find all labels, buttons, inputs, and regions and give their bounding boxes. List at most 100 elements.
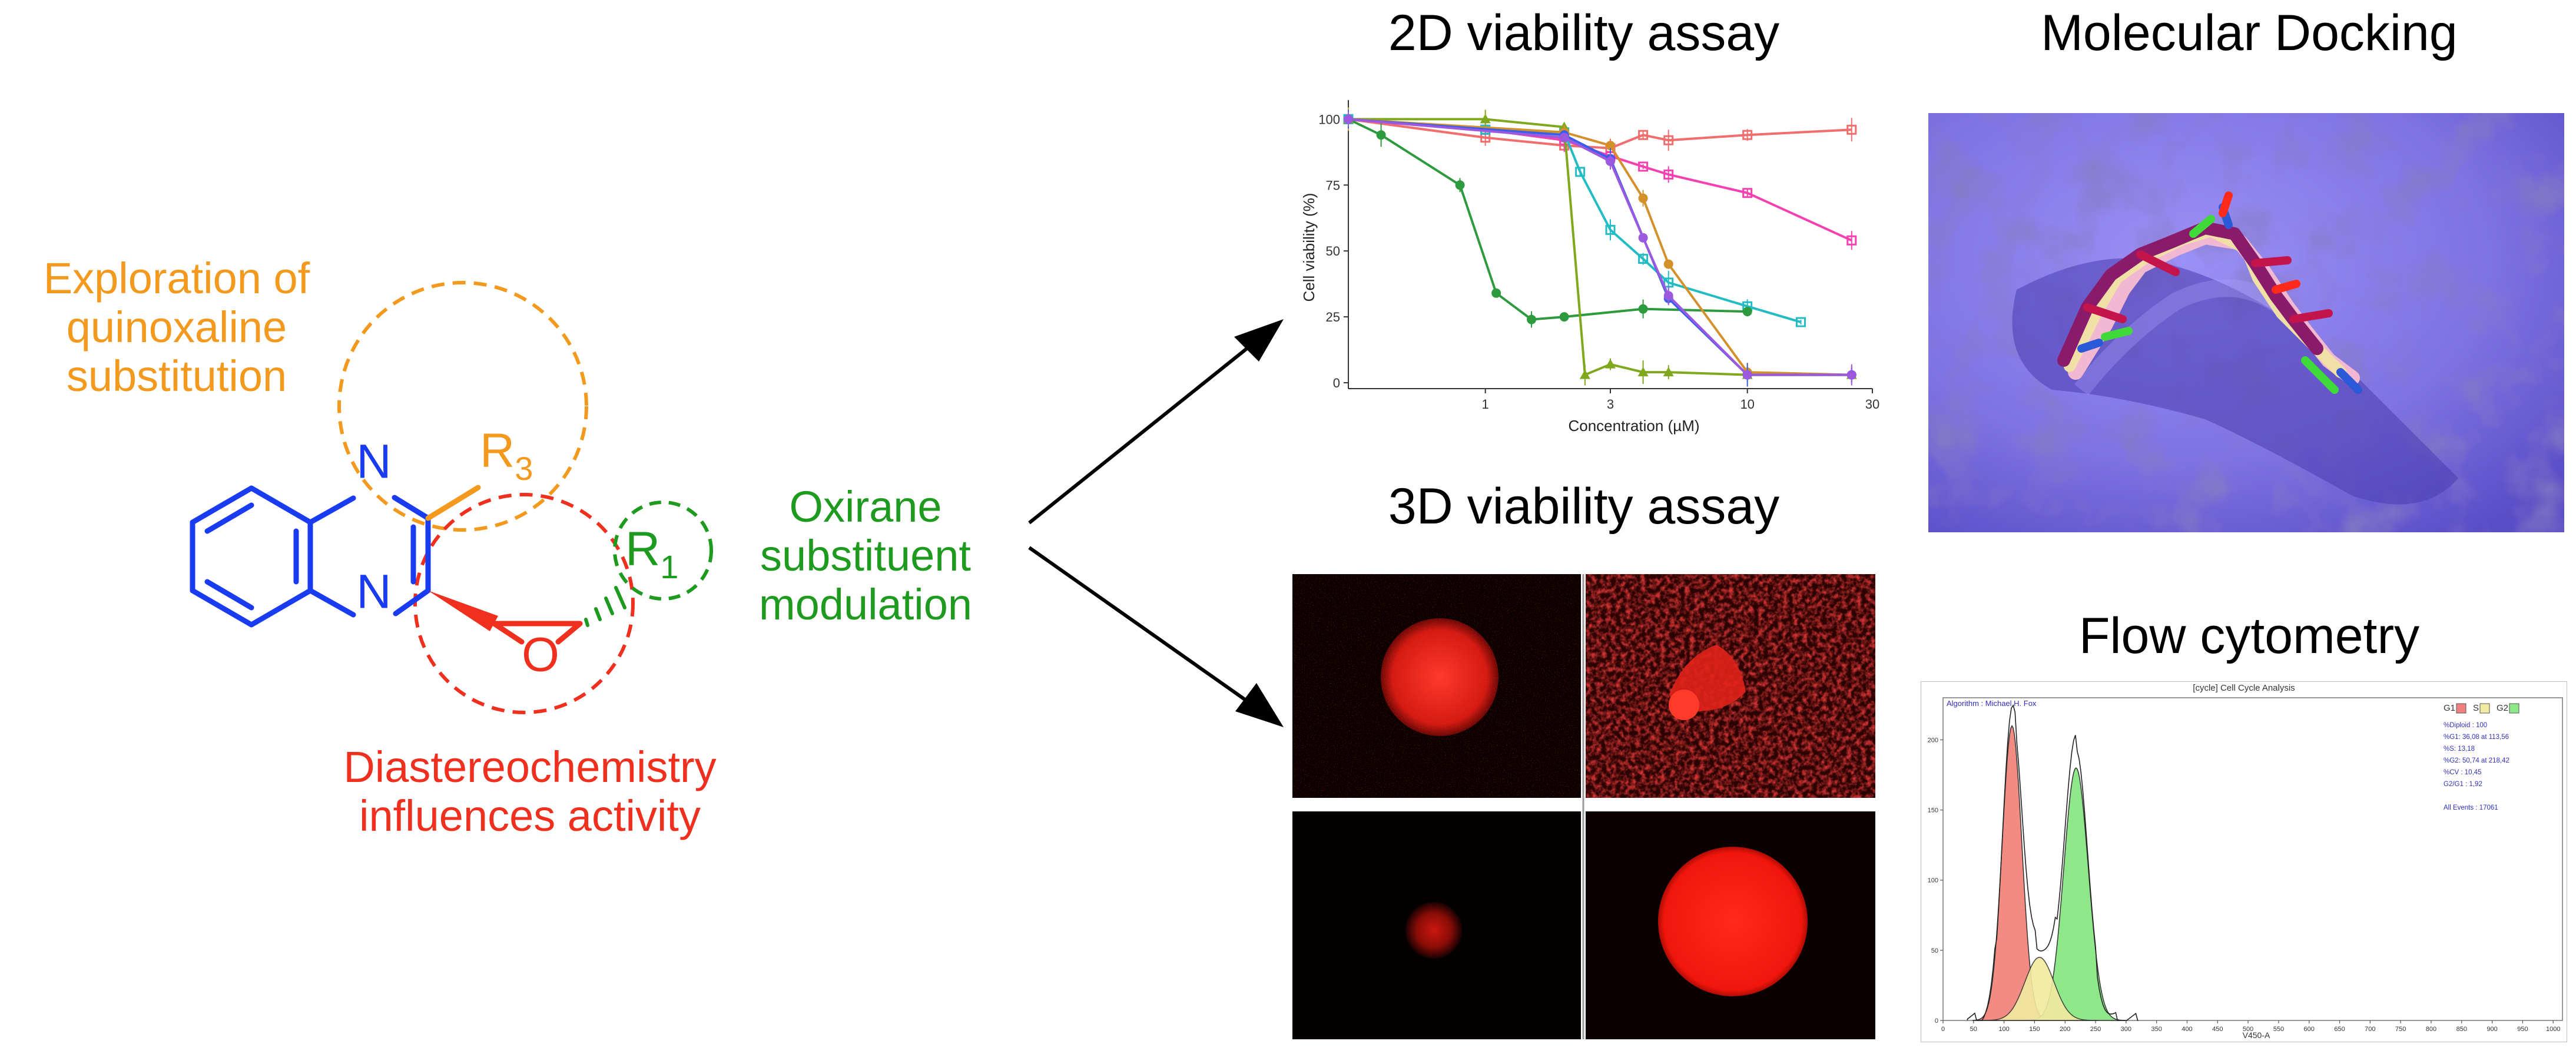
flow-y-tick-label: 200: [1928, 737, 1938, 744]
data-point: [1605, 359, 1616, 369]
flow-algorithm: Algorithm : Michael H. Fox: [1947, 699, 2037, 708]
quinoxaline-annotation-line3: substitution: [66, 351, 287, 400]
data-point: [1742, 370, 1752, 380]
flow-stat-line: %G1: 36,08 at 113,56: [2444, 734, 2509, 741]
data-point: [1742, 130, 1753, 140]
series-line: [1348, 118, 1852, 376]
data-point: [1638, 130, 1649, 140]
oxirane-annotation-line1: Oxirane: [789, 482, 942, 531]
data-point: [1376, 130, 1386, 140]
oxirane-annotation: Oxirane substituent modulation: [730, 482, 1001, 629]
series-line: [1348, 118, 1748, 321]
r1-letter: R: [625, 522, 660, 576]
data-point: [1663, 291, 1673, 301]
data-point: [1638, 254, 1649, 264]
data-point: [1480, 114, 1491, 124]
assay-3d-title: 3D viability assay: [1388, 478, 1780, 535]
data-point: [1559, 132, 1569, 142]
quinoxaline-oxirane-structure: N N O R3 R1: [190, 281, 713, 714]
flow-x-tick-label: 800: [2426, 1026, 2436, 1033]
flow-axes: 0 50 100 150 200 0 50 100 150 200 250 300 350 400 450 5…: [1928, 737, 2561, 1033]
quinoxaline-annotation: Exploration of quinoxaline substitution: [0, 254, 353, 401]
spheroid-image-3: [1292, 811, 1581, 1039]
spheroid-image-4: [1586, 811, 1875, 1039]
series-line: [1348, 118, 1852, 150]
flow-x-tick-label: 1000: [2546, 1026, 2560, 1033]
spheroid-image-1: [1292, 574, 1581, 798]
flow-x-tick-label: 650: [2334, 1026, 2345, 1033]
s-phase: [1980, 957, 2098, 1021]
flow-x-tick-label: 300: [2121, 1026, 2131, 1033]
chart-x-tick-label: 30: [1865, 397, 1879, 412]
flow-y-tick-label: 50: [1931, 947, 1938, 954]
flow-x-tick-label: 150: [2029, 1026, 2040, 1033]
flow-title: Flow cytometry: [2078, 608, 2420, 664]
flow-stats: %Diploid : 100 %G1: 36,08 at 113,56 %S: 13…: [2444, 722, 2509, 811]
r3-subscript: 3: [515, 450, 533, 487]
chart-x-tick-label: 3: [1607, 397, 1614, 412]
flow-x-tick-label: 550: [2273, 1026, 2284, 1033]
series-line: [1348, 118, 1852, 242]
assay-2d-title: 2D viability assay: [1388, 5, 1780, 61]
flow-x-tick-label: 500: [2243, 1026, 2253, 1033]
data-point: [1663, 259, 1673, 269]
data-point: [1638, 304, 1648, 314]
series-line: [1348, 118, 1852, 377]
flow-x-tick-label: 200: [2060, 1026, 2070, 1033]
atom-o: O: [522, 628, 559, 682]
quinoxaline-annotation-line2: quinoxaline: [66, 302, 287, 352]
flow-stat-line: %G2: 50,74 at 218,42: [2444, 757, 2509, 764]
docked-ligands: [2057, 191, 2362, 394]
flow-legend-label: G2: [2497, 703, 2508, 713]
flow-x-tick-label: 0: [1941, 1026, 1945, 1033]
flow-stat-line: %CV : 10,45: [2444, 769, 2482, 776]
flow-cytometry-histogram: [cycle] Cell Cycle Analysis Algorithm : …: [1921, 681, 2567, 1042]
flow-legend-label: G1: [2444, 703, 2455, 713]
oxirane-substituent-circle: [613, 501, 713, 601]
series-line: [1348, 118, 1802, 323]
spheroid-images: [1292, 574, 1875, 1039]
flow-x-axis-label: V450-A: [2243, 1030, 2270, 1040]
data-point: [1663, 169, 1674, 180]
data-point: [1846, 235, 1857, 246]
flow-legend-swatch: [2456, 703, 2466, 714]
data-point: [1846, 370, 1856, 380]
flow-x-tick-label: 450: [2212, 1026, 2223, 1033]
raw-histogram: [1967, 704, 2139, 1021]
branch-arrows: [1028, 319, 1284, 727]
spheroid-image-2: [1586, 574, 1875, 798]
diastereo-annotation-line1: Diastereochemistry: [343, 743, 717, 791]
data-point: [1575, 167, 1586, 177]
quinoxaline-substitution-circle: [337, 281, 588, 532]
flow-x-tick-label: 950: [2517, 1026, 2528, 1033]
flow-x-tick-label: 750: [2395, 1026, 2406, 1033]
chart-axes: 0 25 50 75 100 1 3 10 30: [1318, 100, 1879, 412]
flow-legend-label: S: [2473, 703, 2479, 713]
atom-n2: N: [356, 565, 391, 619]
arrow-head-down: [1235, 683, 1284, 727]
diastereo-annotation: Diastereochemistry influences activity: [306, 743, 754, 841]
data-point: [1579, 369, 1590, 379]
data-point: [1606, 157, 1615, 166]
chart-y-tick-label: 25: [1326, 310, 1340, 324]
series-line: [1348, 118, 1852, 376]
flow-x-tick-label: 850: [2456, 1026, 2467, 1033]
flow-curves: [1967, 704, 2139, 1021]
chart-y-axis-label: Cell viability (%): [1300, 193, 1318, 302]
flow-legend-swatch: [2509, 703, 2519, 714]
r1-subscript: 1: [660, 548, 678, 585]
flow-x-tick-label: 50: [1970, 1026, 1977, 1033]
data-point: [1663, 135, 1674, 145]
flow-y-tick-label: 100: [1928, 877, 1938, 884]
arrow-head-up: [1234, 319, 1284, 362]
chart-series: [1343, 107, 1857, 387]
chart-x-axis-label: Concentration (µM): [1568, 417, 1699, 435]
r3-letter: R: [480, 424, 515, 478]
diastereo-circle: [413, 493, 635, 714]
r3-group: R3: [480, 424, 533, 487]
flow-stat-line: %S: 13,18: [2444, 745, 2475, 753]
docking-title: Molecular Docking: [2041, 5, 2458, 61]
data-point: [1455, 180, 1465, 190]
data-point: [1606, 141, 1615, 151]
flow-x-tick-label: 100: [1998, 1026, 2009, 1033]
